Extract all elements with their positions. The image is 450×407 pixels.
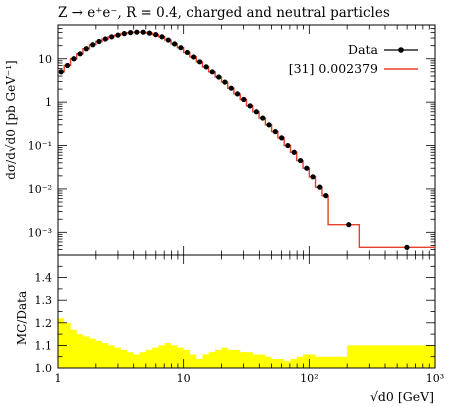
data-point (64, 62, 71, 69)
data-point (197, 59, 203, 65)
main-panel: 10 1 10⁻¹ 10⁻² 10⁻³ dσ/d√d0 [pb GeV⁻¹] Data … (4, 24, 436, 256)
data-point (216, 74, 222, 80)
ratio-y-axis-label: MC/Data (15, 291, 29, 345)
data-point (222, 79, 228, 85)
legend: Data [31] 0.002379 (289, 42, 418, 76)
data-point (121, 31, 127, 37)
data-point (247, 103, 253, 109)
y-tick-label: 1.4 (35, 272, 53, 285)
y-tick-label: 10⁻² (28, 183, 52, 196)
data-point (304, 165, 310, 171)
legend-data-marker (398, 47, 404, 53)
main-x-ticks (57, 25, 436, 255)
data-point (172, 41, 178, 47)
data-point (83, 46, 89, 52)
data-point (134, 29, 140, 35)
x-tick-label: 10² (300, 372, 318, 385)
y-tick-label: 10 (38, 53, 52, 66)
data-point (241, 96, 247, 103)
y-tick-label: 10⁻³ (28, 226, 52, 239)
data-point (159, 34, 165, 40)
data-point (109, 34, 115, 40)
data-point (253, 109, 259, 115)
data-point (228, 85, 234, 91)
data-point (140, 29, 146, 35)
data-point (323, 193, 329, 199)
data-point (285, 142, 291, 149)
main-panel-frame (57, 24, 436, 256)
data-point (115, 32, 121, 38)
data-points (58, 29, 410, 250)
x-tick-label: 1 (55, 372, 62, 385)
y-tick-label: 1.0 (35, 362, 53, 375)
data-point (404, 244, 410, 250)
y-tick-label: 1 (45, 96, 52, 109)
main-y-axis-label: dσ/d√d0 [pb GeV⁻¹] (4, 60, 18, 179)
data-point (291, 149, 297, 155)
data-point (266, 122, 272, 128)
ratio-panel: 1.0 1.1 1.2 1.3 1.4 1 10 10² 10³ MC/Data √d0 [G… (15, 254, 445, 404)
data-point (102, 36, 108, 42)
y-tick-label: 1.2 (35, 317, 53, 330)
legend-data-label: Data (348, 42, 378, 57)
data-point (146, 30, 153, 36)
y-tick-label: 1.3 (35, 294, 53, 307)
ratio-x-ticks (57, 255, 436, 368)
data-point (346, 222, 352, 228)
data-point (260, 115, 266, 121)
data-point (127, 30, 134, 36)
x-tick-label: 10 (177, 372, 191, 385)
data-point (203, 64, 209, 70)
x-tick-label: 10³ (426, 372, 444, 385)
y-tick-label: 10⁻¹ (28, 140, 52, 153)
data-point (209, 69, 215, 75)
data-point (184, 49, 190, 56)
main-y-tick-labels: 10 1 10⁻¹ 10⁻² 10⁻³ (28, 53, 52, 240)
chart-title: Z → e⁺e⁻, R = 0.4, charged and neutral p… (58, 5, 390, 21)
data-point (310, 174, 316, 180)
data-point (96, 38, 102, 45)
ratio-y-ticks (58, 254, 435, 369)
data-point (272, 128, 278, 135)
data-point (317, 184, 323, 190)
data-point (178, 45, 184, 51)
data-point (191, 54, 197, 60)
data-point (165, 37, 171, 43)
x-tick-labels: 1 10 10² 10³ (55, 372, 445, 385)
y-tick-label: 1.1 (35, 339, 53, 352)
data-point (90, 42, 96, 48)
data-point (153, 32, 159, 38)
data-point (279, 135, 285, 141)
data-point (234, 91, 241, 97)
data-point (58, 69, 64, 75)
data-point (71, 56, 77, 62)
data-point (77, 51, 83, 57)
mc-step-line (58, 31, 435, 249)
data-point (297, 157, 304, 164)
ratio-y-tick-labels: 1.0 1.1 1.2 1.3 1.4 (35, 272, 53, 375)
ratio-band (58, 318, 435, 368)
main-y-ticks (58, 24, 435, 256)
legend-mc-label: [31] 0.002379 (289, 61, 378, 76)
x-axis-label: √d0 [GeV] (370, 389, 434, 404)
